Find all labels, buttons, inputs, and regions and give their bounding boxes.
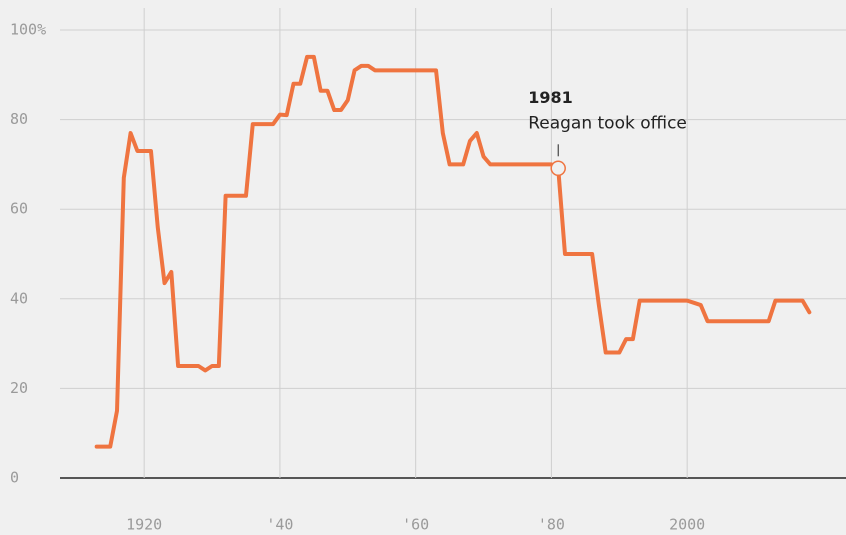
x-tick-label: '40 <box>266 516 293 534</box>
x-tick-label: '60 <box>402 516 429 534</box>
x-tick-label: 2000 <box>669 516 705 534</box>
line <box>94 54 812 449</box>
x-tick-label: '80 <box>538 516 565 534</box>
y-tick-label: 20 <box>10 379 28 397</box>
annotation-text: Reagan took office <box>528 113 687 133</box>
annotation-year: 1981 <box>528 88 573 107</box>
y-tick-label: 40 <box>10 289 28 307</box>
y-tick-label: 80 <box>10 110 28 128</box>
annotation-marker <box>550 160 566 177</box>
x-tick-label: 1920 <box>126 516 162 534</box>
y-tick-label: 100% <box>10 21 46 39</box>
y-tick-label: 0 <box>10 469 19 487</box>
y-tick-label: 60 <box>10 200 28 218</box>
